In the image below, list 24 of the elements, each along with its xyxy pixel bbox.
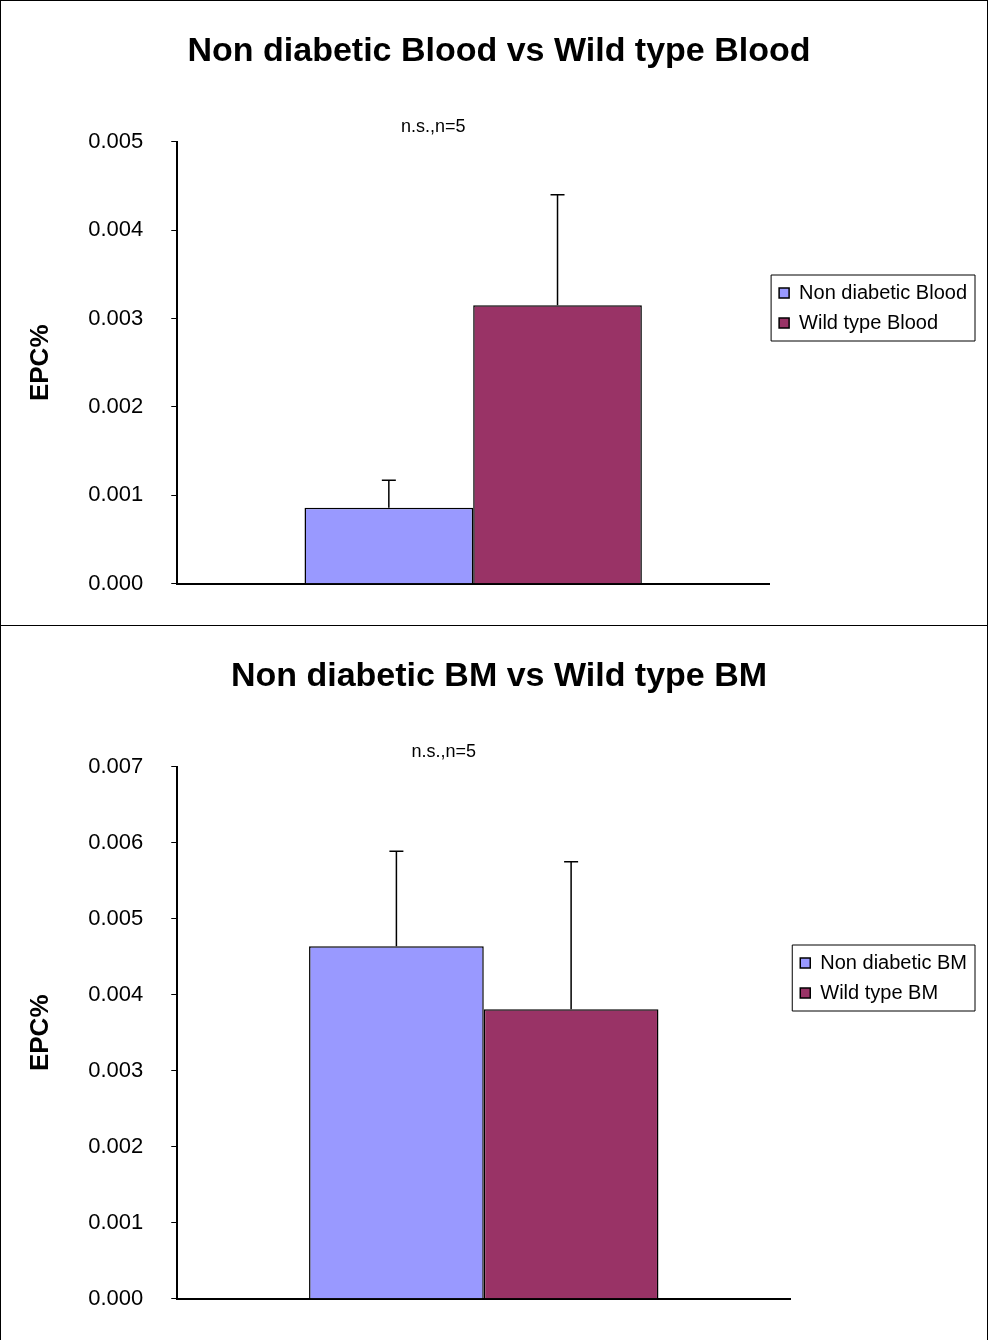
y-axis-title: EPC%	[23, 324, 54, 402]
chart-title: Non diabetic Blood vs Wild type Blood	[187, 29, 811, 68]
y-tick-label: 0.003	[88, 304, 144, 330]
legend-label: Non diabetic BM	[820, 950, 968, 973]
text: n.s.,n=5	[400, 115, 466, 136]
y-tick-label: 0.004	[88, 980, 144, 1006]
y-tick-label: 0.001	[88, 481, 144, 507]
legend-label: Wild type BM	[820, 980, 939, 1003]
y-tick-label: 0.006	[88, 828, 144, 854]
y-tick-label: 0.005	[88, 127, 144, 153]
chart-title: Non diabetic BM vs Wild type BM	[230, 654, 768, 693]
y-tick-label: 0.005	[88, 904, 144, 930]
y-tick-label: 0.000	[88, 1284, 144, 1310]
y-tick-label: 0.004	[88, 216, 144, 242]
legend-label: Wild type Blood	[799, 310, 939, 333]
legend-label: Non diabetic Blood	[799, 280, 967, 303]
y-tick-label: 0.007	[88, 752, 144, 778]
y-tick-label: 0.000	[88, 569, 144, 595]
y-tick-label: 0.001	[88, 1208, 144, 1234]
y-axis-title: EPC%	[23, 994, 54, 1072]
y-tick-label: 0.002	[88, 393, 144, 419]
y-tick-label: 0.003	[88, 1056, 144, 1082]
y-tick-label: 0.002	[88, 1132, 144, 1158]
text: n.s.,n=5	[411, 740, 477, 761]
